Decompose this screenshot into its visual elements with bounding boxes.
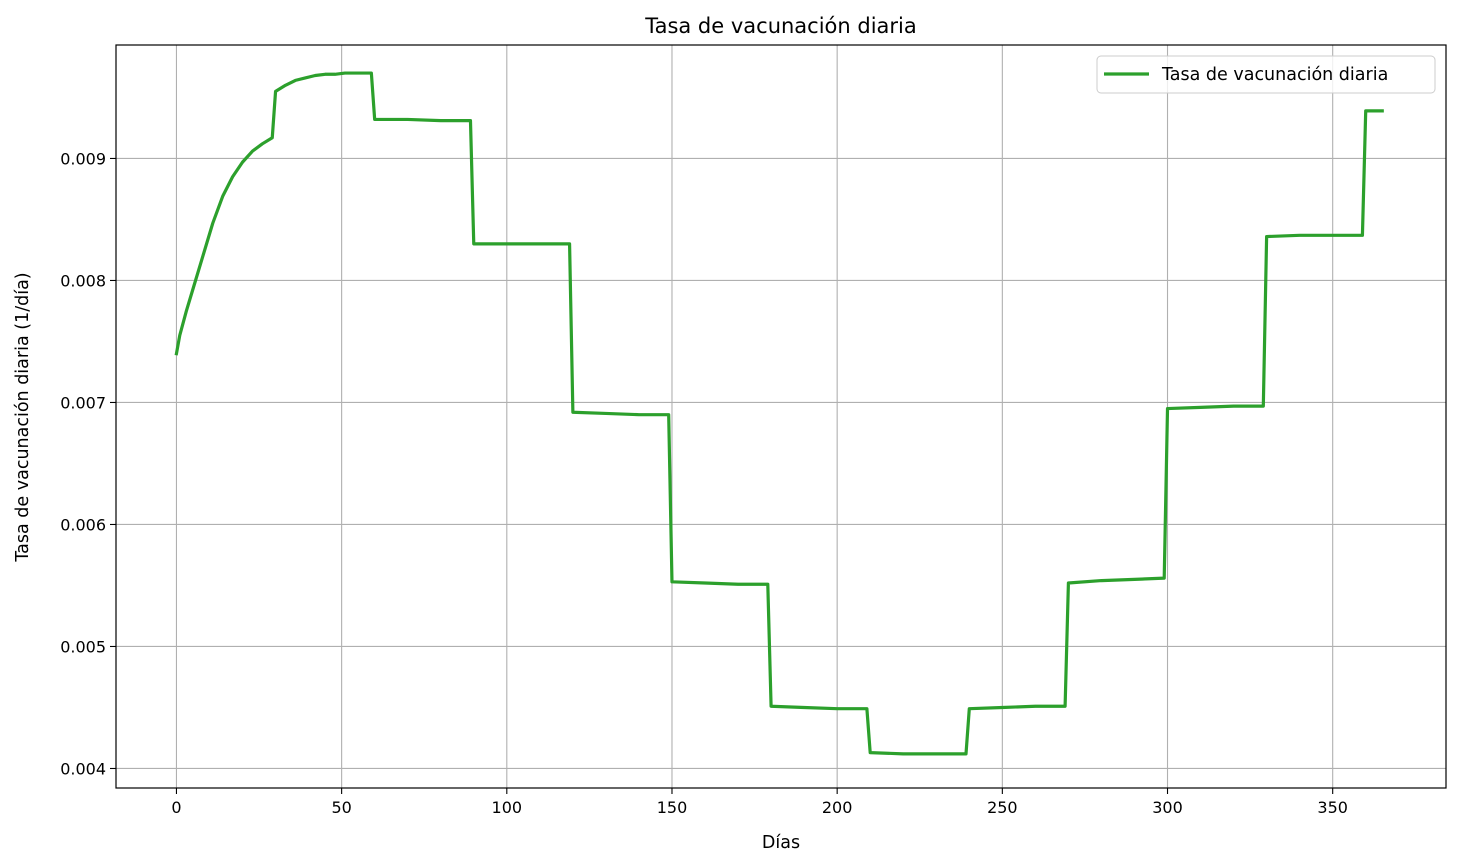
x-tick-label: 0 [171,798,181,817]
y-tick-label: 0.005 [60,637,106,656]
legend: Tasa de vacunación diaria [1096,55,1436,94]
x-axis-ticks: 0 50 100 150 200 250 300 350 [171,788,1348,817]
x-tick-label: 150 [657,798,688,817]
x-tick-label: 100 [492,798,523,817]
x-tick-label: 250 [987,798,1018,817]
y-tick-label: 0.009 [60,149,106,168]
legend-box [1096,55,1436,94]
x-axis-label: Días [762,833,800,853]
x-tick-label: 200 [822,798,853,817]
chart-title: Tasa de vacunación diaria [644,14,917,38]
x-tick-label: 350 [1317,798,1348,817]
y-tick-label: 0.007 [60,393,106,412]
grid-lines [116,45,1446,788]
x-tick-label: 50 [331,798,351,817]
y-tick-label: 0.008 [60,271,106,290]
legend-label: Tasa de vacunación diaria [1161,65,1388,85]
y-axis-ticks: 0.004 0.005 0.006 0.007 0.008 0.009 [60,149,116,778]
series-line-vaccination-rate [174,71,1384,756]
y-axis-label: Tasa de vacunación diaria (1/día) [13,272,33,562]
plot-frame [115,44,1447,789]
series-layer [174,71,1384,756]
y-tick-label: 0.004 [60,759,106,778]
x-tick-label: 300 [1152,798,1183,817]
y-tick-label: 0.006 [60,515,106,534]
